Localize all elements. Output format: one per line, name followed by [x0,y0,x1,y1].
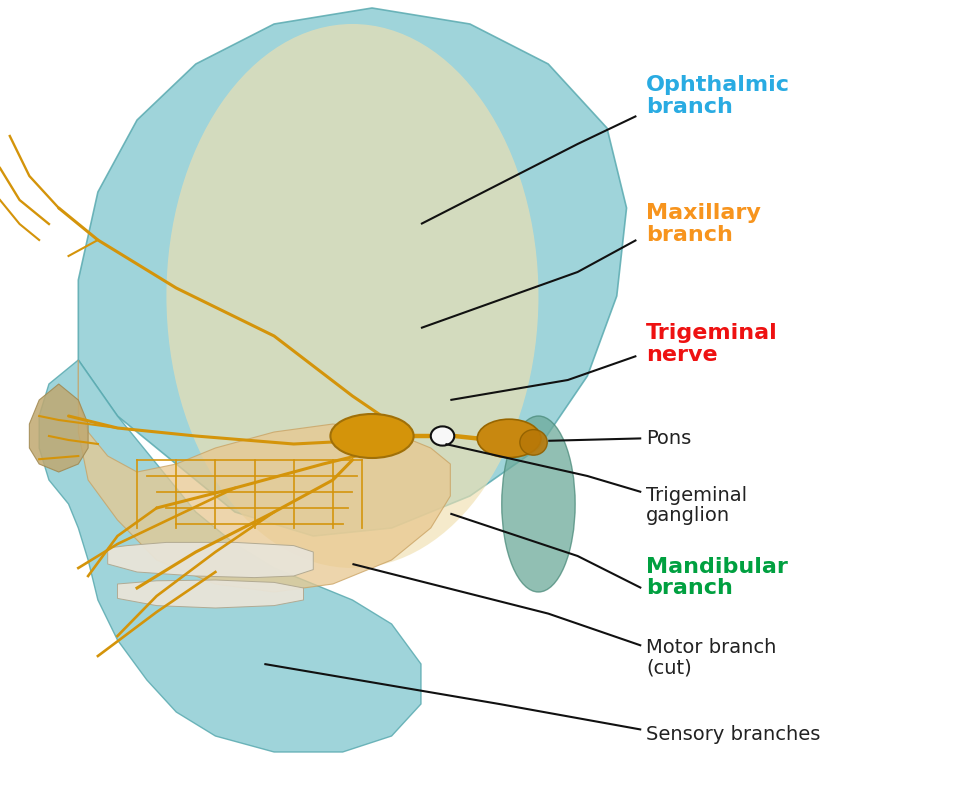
Text: Trigeminal
ganglion: Trigeminal ganglion [645,486,746,526]
Polygon shape [29,384,88,472]
Polygon shape [39,360,421,752]
Ellipse shape [166,24,538,568]
Polygon shape [117,580,303,608]
Circle shape [430,426,454,446]
Polygon shape [108,542,313,578]
Ellipse shape [330,414,414,458]
Text: Mandibular
branch: Mandibular branch [645,557,787,598]
Ellipse shape [501,416,574,592]
Text: Pons: Pons [645,429,690,448]
Polygon shape [78,360,450,592]
Polygon shape [78,8,626,536]
Text: Motor branch
(cut): Motor branch (cut) [645,638,776,678]
Ellipse shape [519,430,547,455]
Text: Ophthalmic
branch: Ophthalmic branch [645,75,789,117]
Ellipse shape [477,419,541,458]
Text: Sensory branches: Sensory branches [645,725,820,744]
Text: Trigeminal
nerve: Trigeminal nerve [645,323,778,365]
Text: Maxillary
branch: Maxillary branch [645,203,760,245]
